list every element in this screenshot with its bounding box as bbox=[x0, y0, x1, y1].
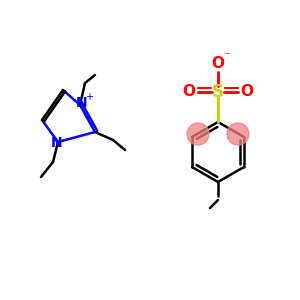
Text: N: N bbox=[51, 136, 63, 150]
Text: O: O bbox=[182, 85, 196, 100]
Text: S: S bbox=[212, 83, 224, 101]
Text: +: + bbox=[85, 92, 93, 102]
Text: ⁻: ⁻ bbox=[223, 50, 229, 64]
Text: O: O bbox=[241, 85, 254, 100]
Text: N: N bbox=[76, 96, 88, 110]
Text: O: O bbox=[212, 56, 224, 71]
Circle shape bbox=[227, 123, 249, 145]
Circle shape bbox=[187, 123, 209, 145]
